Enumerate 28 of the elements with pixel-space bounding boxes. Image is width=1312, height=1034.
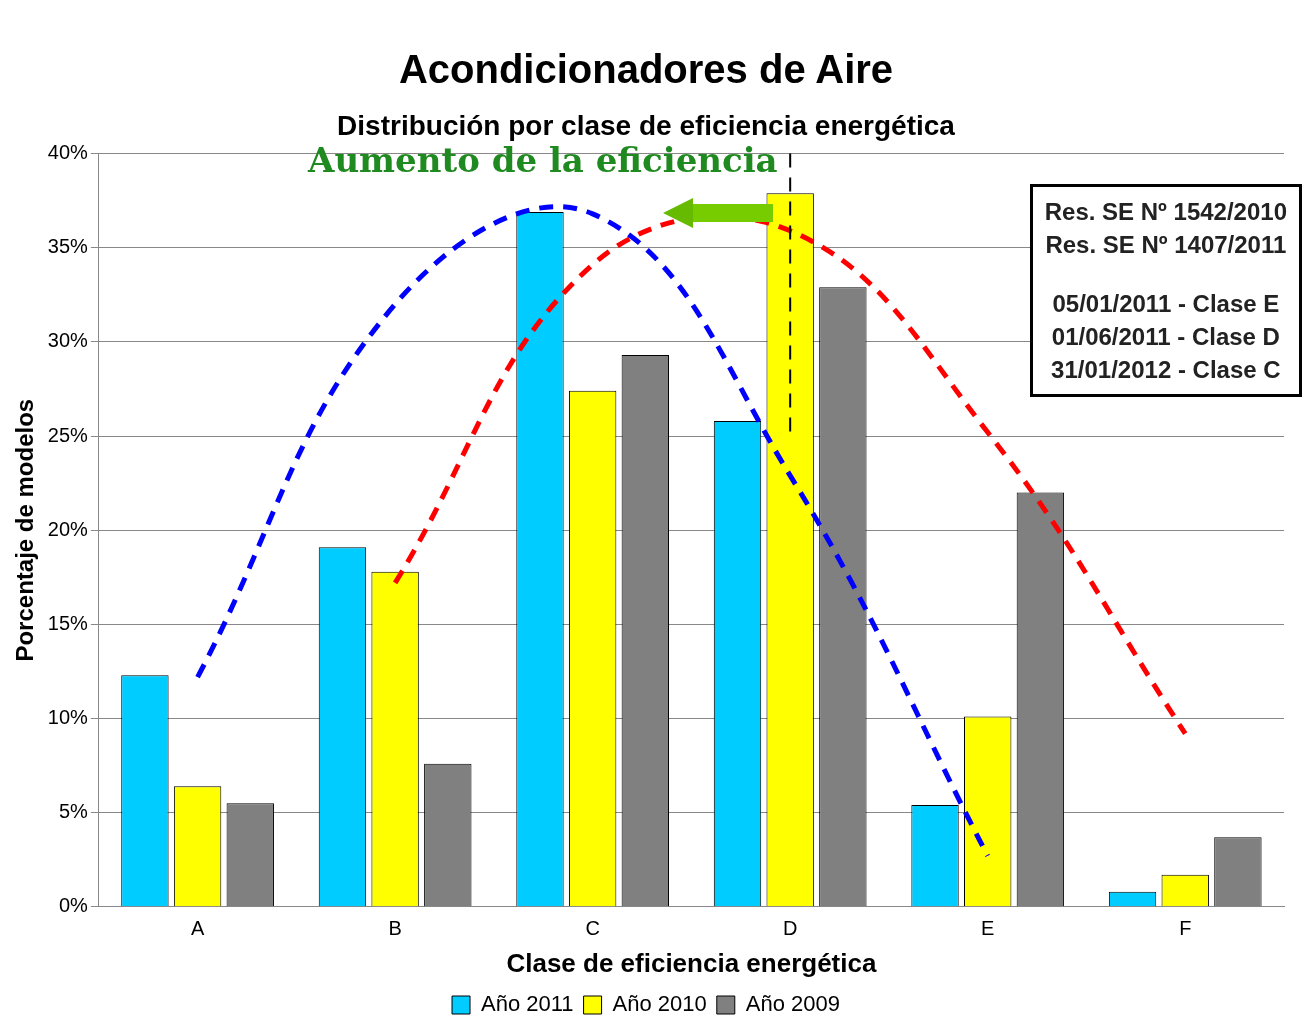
annotation: 05/01/2011 - Clase E: [1051, 289, 1281, 319]
y-tick-label: 25%: [47, 423, 89, 446]
chart-title: Acondicionadores de Aire: [398, 47, 894, 92]
x-tick-label: C: [585, 917, 600, 940]
legend-label: Año 2011: [481, 991, 574, 1017]
annotation: Aumento de la eficiencia: [308, 140, 778, 180]
annotation: 01/06/2011 - Clase D: [1050, 322, 1281, 352]
x-tick-label: B: [388, 917, 402, 940]
y-tick-label: 0%: [58, 894, 89, 917]
annotation: Res. SE Nº 1407/2011: [1044, 230, 1287, 260]
y-tick-label: 10%: [47, 706, 89, 729]
annotation: Res. SE Nº 1542/2010: [1044, 197, 1287, 227]
legend-label: Año 2010: [612, 991, 707, 1017]
y-tick-label: 20%: [47, 517, 89, 540]
y-tick-label: 15%: [47, 611, 89, 634]
y-tick-label: 5%: [58, 800, 89, 823]
annotation: 31/01/2012 - Clase C: [1050, 355, 1282, 385]
y-tick-label: 35%: [47, 235, 89, 258]
y-axis-title: Porcentaje de modelos: [11, 398, 39, 662]
y-tick-label: 40%: [47, 141, 89, 164]
x-tick-label: F: [1179, 917, 1192, 940]
chart-subtitle: Distribución por clase de eficiencia energética: [337, 109, 956, 141]
legend-label: Año 2009: [745, 991, 840, 1017]
x-axis-title: Clase de eficiencia energética: [506, 947, 877, 978]
x-tick-label: A: [190, 917, 205, 940]
x-tick-label: D: [782, 917, 798, 940]
y-tick-label: 30%: [47, 329, 89, 352]
x-tick-label: E: [981, 917, 995, 940]
